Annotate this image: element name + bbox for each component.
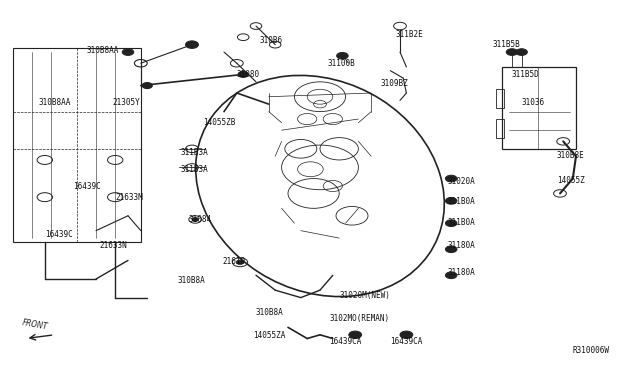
Text: 14055Z: 14055Z — [557, 176, 584, 185]
Text: 21633M: 21633M — [115, 193, 143, 202]
Text: 311B0A: 311B0A — [448, 218, 476, 227]
Text: 31100B: 31100B — [328, 60, 355, 68]
Text: 31180A: 31180A — [448, 241, 476, 250]
Circle shape — [142, 83, 152, 89]
Text: 16439CA: 16439CA — [390, 337, 423, 346]
Circle shape — [238, 71, 248, 77]
Text: 310B6: 310B6 — [259, 36, 282, 45]
Text: 310B8A: 310B8A — [256, 308, 284, 317]
Bar — [502, 67, 576, 149]
Text: 311B2E: 311B2E — [396, 30, 423, 39]
Text: 31080: 31080 — [237, 70, 260, 79]
Circle shape — [445, 246, 457, 253]
Text: 21633N: 21633N — [99, 241, 127, 250]
Text: 21305Y: 21305Y — [112, 98, 140, 107]
Text: 31020M(NEW): 31020M(NEW) — [339, 291, 390, 300]
Circle shape — [186, 41, 198, 48]
Text: 14055ZA: 14055ZA — [253, 331, 285, 340]
Circle shape — [445, 272, 457, 279]
Text: 3102MO(REMAN): 3102MO(REMAN) — [330, 314, 390, 323]
Text: 31020A: 31020A — [448, 177, 476, 186]
Text: 16439C: 16439C — [74, 182, 101, 190]
Text: 16439CA: 16439CA — [330, 337, 362, 346]
Text: 310B8AA: 310B8AA — [86, 46, 119, 55]
Circle shape — [236, 260, 244, 264]
Text: 311B3A: 311B3A — [180, 165, 208, 174]
Circle shape — [349, 331, 362, 339]
Circle shape — [516, 49, 527, 55]
Text: 31084: 31084 — [189, 215, 212, 224]
Text: 310B8AA: 310B8AA — [38, 98, 71, 107]
Bar — [496, 89, 504, 108]
Text: 311B5D: 311B5D — [512, 70, 540, 79]
Circle shape — [445, 175, 457, 182]
Bar — [13, 48, 141, 242]
Circle shape — [506, 49, 518, 55]
Text: FRONT: FRONT — [22, 318, 49, 331]
Circle shape — [400, 331, 413, 339]
Circle shape — [192, 218, 198, 221]
Circle shape — [445, 198, 457, 204]
Bar — [496, 119, 504, 138]
Text: 14055ZB: 14055ZB — [204, 118, 236, 127]
Text: 16439C: 16439C — [45, 230, 72, 239]
Text: 311B5B: 311B5B — [493, 40, 520, 49]
Text: 310B8E: 310B8E — [557, 151, 584, 160]
Text: 21619: 21619 — [222, 257, 245, 266]
Text: 31180A: 31180A — [448, 268, 476, 277]
Text: 31036: 31036 — [522, 98, 545, 107]
Text: 3109BZ: 3109BZ — [381, 79, 408, 88]
Text: 310B8A: 310B8A — [177, 276, 205, 285]
Circle shape — [445, 220, 457, 227]
Circle shape — [122, 49, 134, 55]
Text: R310006W: R310006W — [573, 346, 610, 355]
Text: 311B0A: 311B0A — [448, 197, 476, 206]
Circle shape — [337, 52, 348, 59]
Text: 311B3A: 311B3A — [180, 148, 208, 157]
